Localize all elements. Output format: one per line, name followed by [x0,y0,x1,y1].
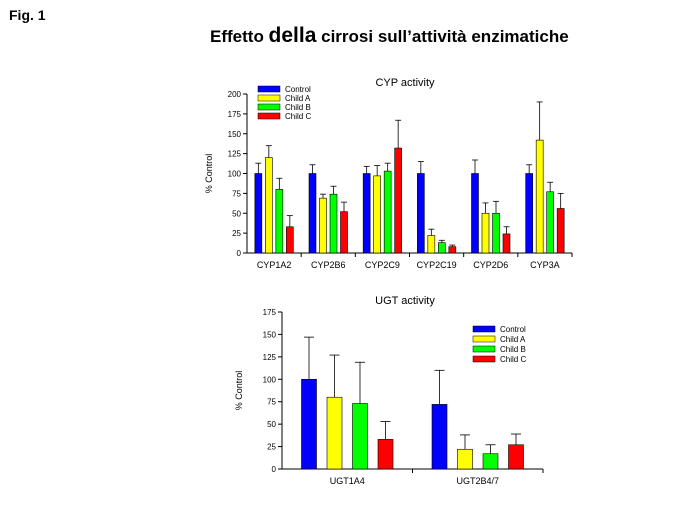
bar [457,448,473,470]
legend-label: Child B [285,103,311,112]
bar [482,453,499,470]
y-tick-label: 100 [228,170,242,179]
y-tick-label: 125 [228,150,242,159]
legend-label: Child C [285,112,311,121]
bar [301,378,317,470]
legend-label: Control [285,85,311,94]
y-tick-label: 100 [263,375,277,384]
x-tick-label: CYP2C9 [365,260,400,270]
x-tick-label: UGT2B4/7 [456,476,499,486]
chart-title: CYP activity [375,77,435,89]
y-tick-label: 50 [232,209,241,218]
x-tick-label: CYP1A2 [257,260,292,270]
legend-swatch [472,335,496,343]
slide-title: Effetto della cirrosi sull’attività enzi… [210,24,569,48]
chart-title: UGT activity [375,295,435,307]
y-tick-label: 50 [267,420,276,429]
legend-swatch [257,85,281,93]
legend-swatch [472,355,496,363]
y-tick-label: 200 [228,90,242,99]
y-tick-label: 75 [267,398,276,407]
bar [431,404,448,470]
slide-title-part-1: Effetto [210,27,269,46]
bar [352,403,368,470]
y-tick-label: 25 [267,443,276,452]
y-tick-label: 150 [263,330,277,339]
x-tick-label: CYP2B6 [311,260,346,270]
legend-swatch [472,325,496,333]
y-tick-label: 150 [228,130,242,139]
figure-label: Fig. 1 [9,7,46,23]
bar [377,439,394,470]
legend-label: Control [500,325,526,334]
x-tick-label: CYP3A [530,260,560,270]
legend-label: Child B [500,345,526,354]
y-tick-label: 75 [232,189,241,198]
y-tick-label: 175 [228,110,242,119]
x-tick-label: CYP2D6 [473,260,508,270]
legend-swatch [257,103,281,111]
slide-title-part-2: cirrosi sull’attività enzimatiche [316,27,569,46]
legend-swatch [257,112,281,120]
x-tick-label: CYP2C19 [417,260,457,270]
y-axis-label: % Control [234,371,244,411]
legend-swatch [257,94,281,102]
bar [508,444,524,470]
y-tick-label: 175 [263,308,277,317]
bar [326,396,343,470]
x-tick-label: UGT1A4 [330,476,365,486]
slide-title-emphasis: della [268,24,317,47]
legend-label: Child C [500,355,526,364]
legend-swatch [472,345,496,353]
legend-label: Child A [500,335,526,344]
y-tick-label: 125 [263,353,277,362]
y-tick-label: 25 [232,229,241,238]
y-axis-label: % Control [204,154,214,194]
legend-label: Child A [285,94,311,103]
y-tick-label: 0 [272,465,277,474]
y-tick-label: 0 [237,249,242,258]
